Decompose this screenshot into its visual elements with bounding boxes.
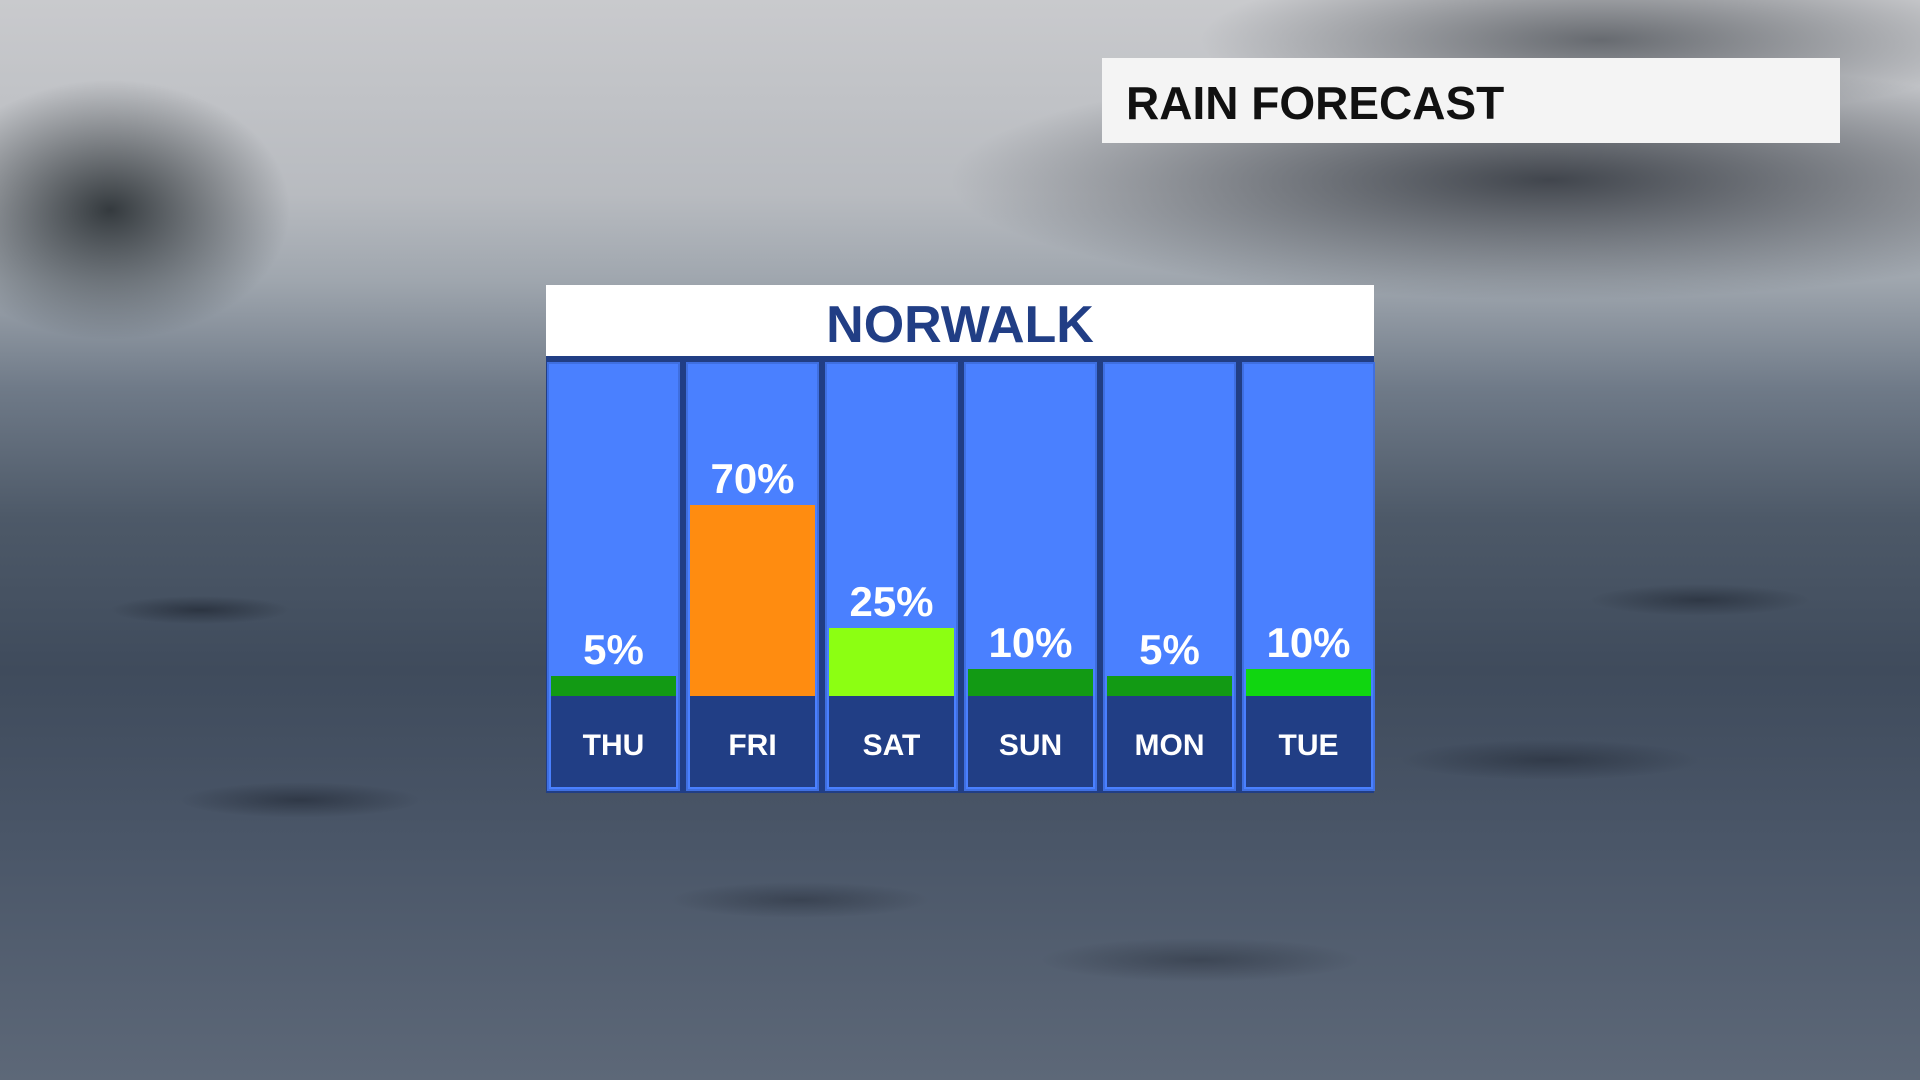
rain-chance-label: 70% (710, 454, 795, 502)
day-column-tue: 10% TUE (1242, 362, 1375, 791)
day-column-sat: 25% SAT (825, 362, 958, 791)
rain-chance-bar (690, 504, 815, 696)
day-label: SUN (968, 696, 1093, 787)
day-column-sun: 10% SUN (964, 362, 1097, 791)
day-column-thu: 5% THU (547, 362, 680, 791)
day-label: THU (551, 696, 676, 787)
rain-chance-bar (968, 668, 1093, 696)
day-label: SAT (829, 696, 954, 787)
rain-chance-label: 10% (988, 618, 1073, 666)
rain-chance-bar (1246, 668, 1371, 696)
rain-chance-bar (551, 676, 676, 696)
rain-chance-label: 10% (1266, 618, 1351, 666)
rain-chance-label: 5% (1139, 626, 1200, 673)
rain-chance-label: 25% (849, 577, 934, 625)
banner-title: RAIN FORECAST (1126, 77, 1505, 129)
rain-chance-bar (829, 627, 954, 696)
day-label: MON (1107, 696, 1232, 787)
day-column-fri: 70% FRI (686, 362, 819, 791)
chart-header: NORWALK (546, 285, 1374, 362)
rain-chance-bar (1107, 676, 1232, 696)
chart-columns: 5% THU 70% FRI 25% SAT 10% SUN 5% MON 10% TUE (546, 362, 1375, 793)
rain-forecast-banner: RAIN FORECAST (1102, 58, 1840, 143)
chart-title: NORWALK (826, 296, 1094, 354)
day-column-mon: 5% MON (1103, 362, 1236, 791)
forecast-chart-panel: NORWALK 5% THU 70% FRI 25% SAT 10% SUN 5% MON 10% T… (546, 285, 1375, 793)
rain-chance-label: 5% (583, 626, 644, 673)
day-label: FRI (690, 696, 815, 787)
day-label: TUE (1246, 696, 1371, 787)
